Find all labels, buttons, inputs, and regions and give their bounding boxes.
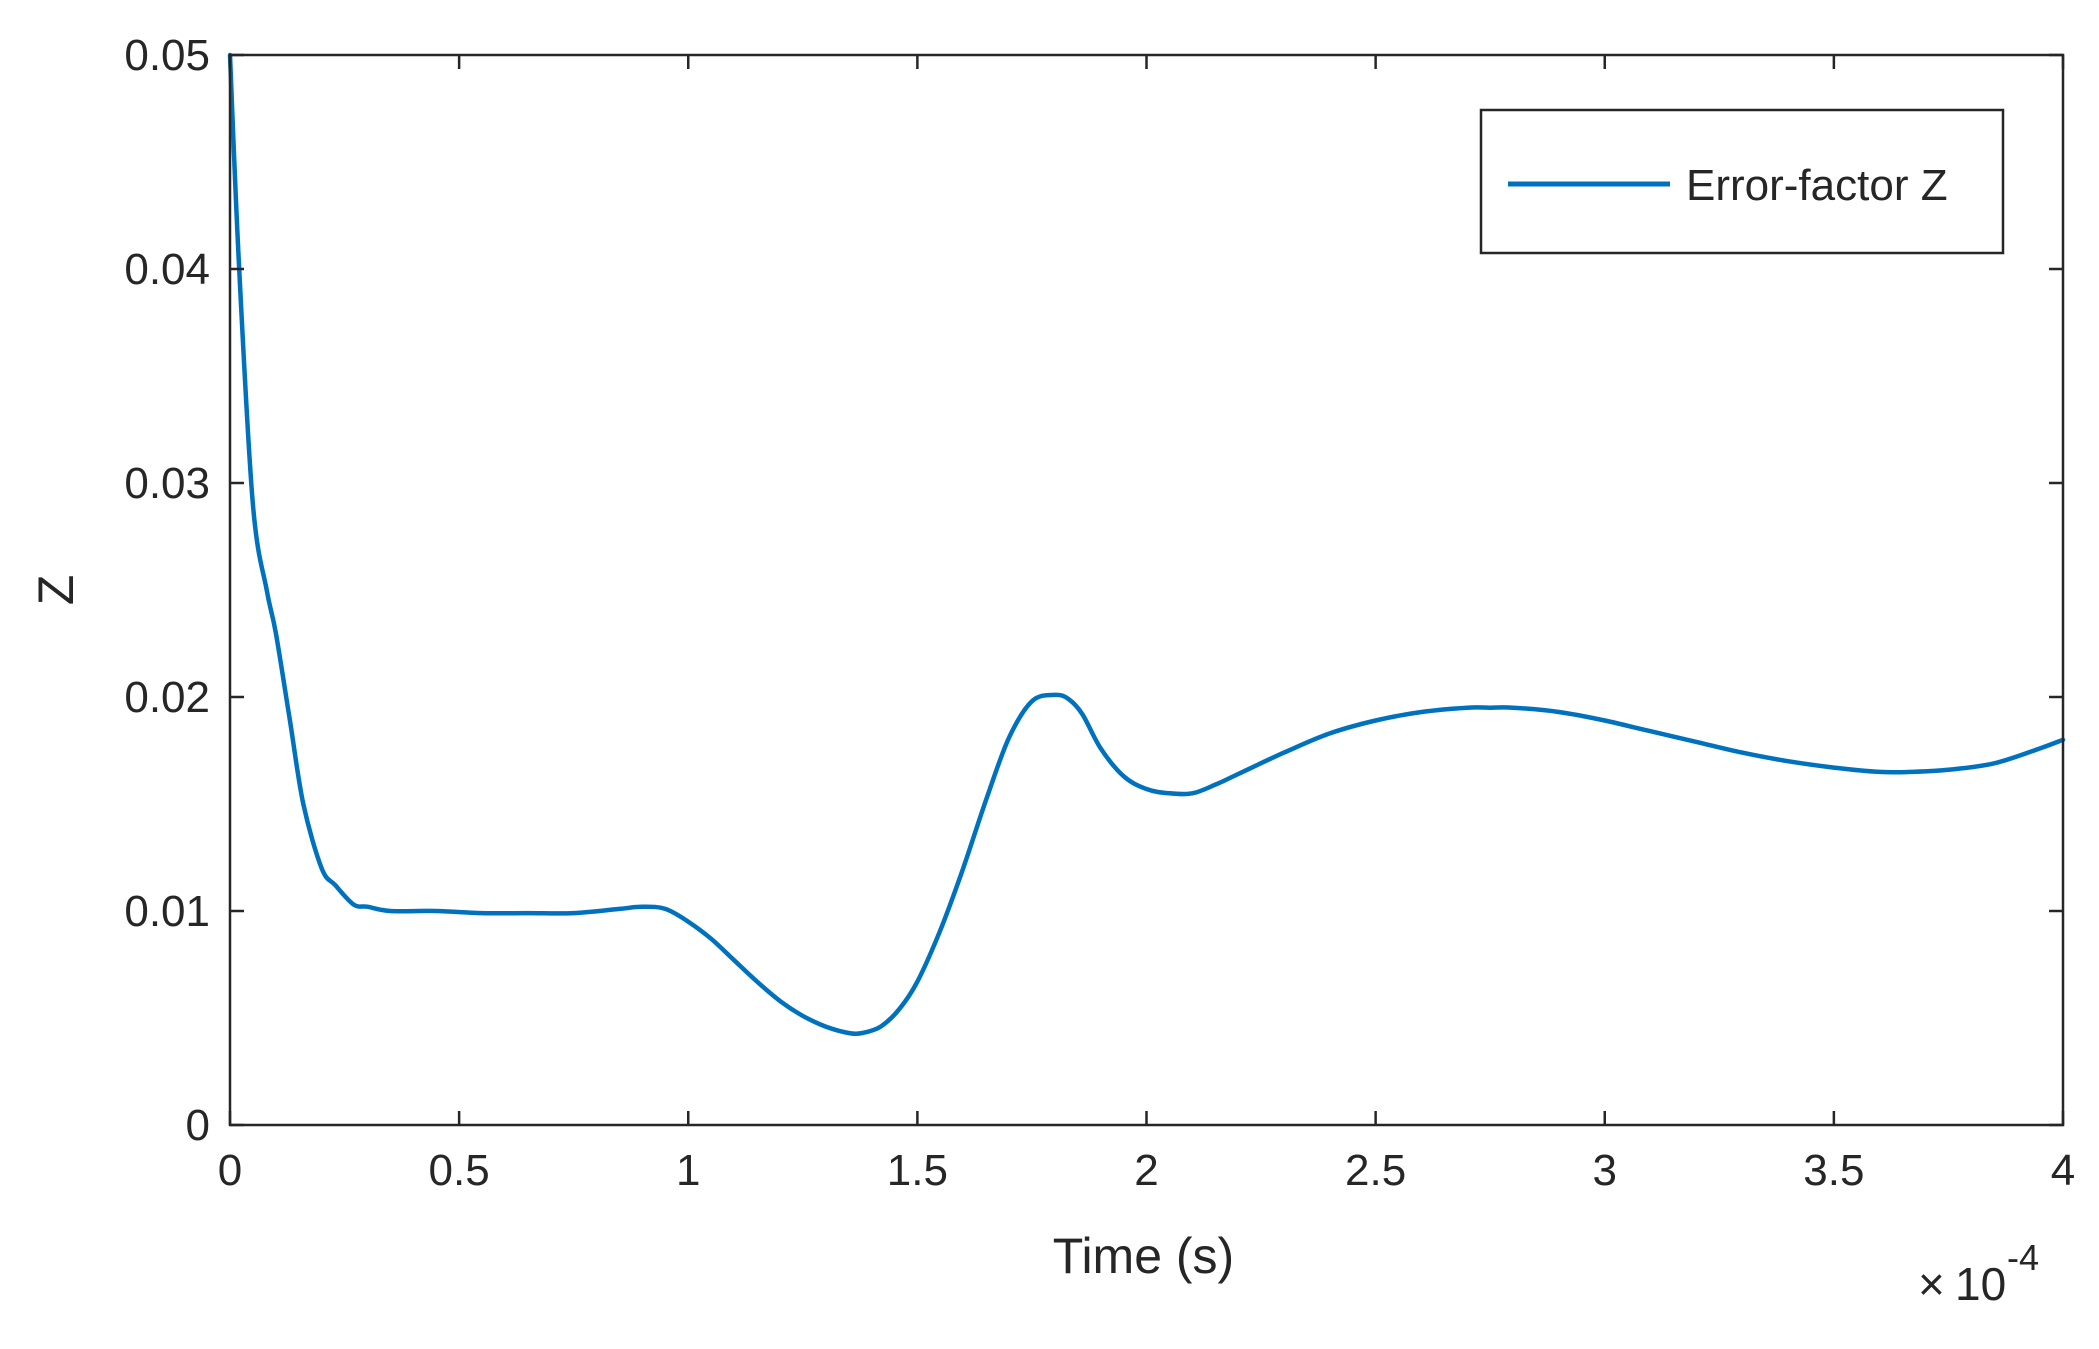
y-tick-label: 0.03 [124,459,210,508]
x-tick-label: 1.5 [887,1146,948,1195]
x-tick-label: 3 [1593,1146,1617,1195]
y-tick-label: 0.04 [124,245,210,294]
series-lines [227,52,2066,1036]
x-tick-label: 1 [676,1146,700,1195]
y-tick-labels: 0 0.01 0.02 0.03 0.04 0.05 [124,31,210,1150]
y-tick-label: 0.01 [124,887,210,936]
x-axis-label: Time (s) [1053,1228,1234,1284]
x-tick-label: 0.5 [429,1146,490,1195]
y-tick-label: 0.02 [124,673,210,722]
x-axis-multiplier: × 10 -4 [1918,1237,2039,1310]
multiplier-base: 10 [1955,1258,2006,1310]
y-tick-label: 0 [186,1101,210,1150]
y-tick-label: 0.05 [124,31,210,80]
x-tick-label: 4 [2051,1146,2075,1195]
multiplier-exponent: -4 [2007,1237,2039,1278]
x-tick-label: 2.5 [1345,1146,1406,1195]
x-tick-label: 2 [1134,1146,1158,1195]
legend: Error-factor Z [1479,108,2005,255]
series-line-error-factor-z [227,52,2066,1036]
x-tick-labels: 0 0.5 1 1.5 2 2.5 3 3.5 4 [218,1146,2075,1195]
y-axis-label: Z [28,575,84,606]
x-tick-label: 0 [218,1146,242,1195]
x-tick-label: 3.5 [1803,1146,1864,1195]
multiplier-times-sign: × [1918,1258,1945,1310]
tick-marks [228,53,2065,1127]
legend-label: Error-factor Z [1686,161,1948,210]
